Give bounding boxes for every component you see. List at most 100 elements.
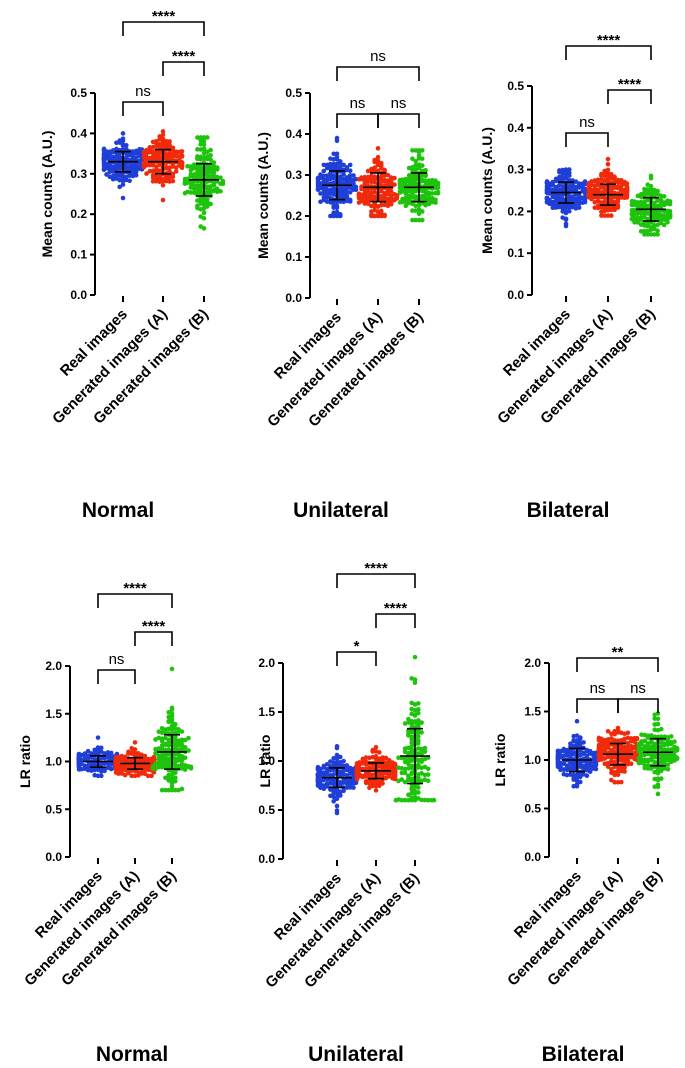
data-point <box>609 767 614 772</box>
data-point <box>416 701 421 706</box>
y-tick-label: 0.2 <box>70 207 87 221</box>
data-point <box>419 730 424 735</box>
data-point <box>182 755 188 760</box>
data-point <box>170 145 176 151</box>
data-point <box>127 173 132 179</box>
data-point <box>167 151 172 156</box>
y-tick-label: 0.1 <box>70 248 87 262</box>
data-point <box>568 765 573 771</box>
data-point <box>642 228 647 234</box>
data-point <box>169 666 175 672</box>
data-point <box>573 188 579 193</box>
data-point <box>129 764 134 770</box>
data-point <box>571 733 576 739</box>
data-point <box>169 787 175 793</box>
data-point <box>365 168 371 174</box>
data-point <box>416 734 421 739</box>
data-point <box>133 169 139 174</box>
data-point <box>431 797 437 803</box>
data-point <box>652 712 657 718</box>
data-point <box>185 163 190 169</box>
data-point <box>618 184 624 189</box>
data-point <box>635 193 641 199</box>
data-point <box>365 201 371 207</box>
data-point <box>655 188 660 194</box>
data-point <box>164 138 169 144</box>
y-tick-label: 0.0 <box>524 850 541 864</box>
y-tick-label: 0.2 <box>507 204 524 218</box>
data-point <box>393 797 399 803</box>
y-tick-label: 0.0 <box>258 852 275 866</box>
data-point <box>567 167 572 172</box>
data-point <box>420 156 425 161</box>
data-point <box>173 169 179 174</box>
data-point <box>186 748 191 753</box>
data-point <box>576 205 582 210</box>
data-point <box>615 205 621 210</box>
data-point <box>413 148 419 153</box>
data-point <box>605 743 611 748</box>
data-point <box>410 177 415 182</box>
data-point <box>388 201 394 207</box>
data-point <box>409 744 415 749</box>
data-point <box>413 203 419 209</box>
y-tick-label: 0.5 <box>258 803 275 817</box>
data-point <box>665 747 671 752</box>
data-point <box>388 189 394 194</box>
data-point <box>198 214 203 219</box>
data-point <box>120 131 126 136</box>
data-point <box>182 180 188 185</box>
data-point <box>195 205 200 211</box>
data-point <box>413 177 419 182</box>
significance-bracket <box>97 593 173 608</box>
data-point <box>582 196 588 202</box>
y-axis-label: LR ratio <box>17 735 33 788</box>
data-point <box>402 755 408 761</box>
data-point <box>638 222 644 227</box>
significance-bracket <box>162 61 205 76</box>
y-axis-label: Mean counts (A.U.) <box>255 132 271 259</box>
y-tick-label: 0.5 <box>524 802 541 816</box>
data-point <box>618 188 624 193</box>
data-point <box>341 768 346 773</box>
data-point <box>328 787 333 792</box>
data-point <box>331 211 337 216</box>
data-point <box>659 768 664 774</box>
data-point <box>205 196 210 202</box>
data-point <box>95 735 101 740</box>
panel-title: Normal <box>96 1043 168 1066</box>
data-point <box>561 771 567 777</box>
y-tick-label: 0.0 <box>507 288 524 302</box>
data-point <box>385 196 391 202</box>
data-point <box>612 780 617 785</box>
data-point <box>568 761 573 766</box>
data-point <box>392 182 397 187</box>
data-point <box>668 734 674 739</box>
data-point <box>619 744 624 750</box>
data-point <box>160 129 166 134</box>
data-point <box>413 162 419 168</box>
data-point <box>658 217 664 223</box>
data-point <box>392 197 397 203</box>
data-point <box>85 748 91 754</box>
data-point <box>652 784 657 790</box>
data-point <box>365 198 371 203</box>
significance-bracket <box>336 66 420 81</box>
data-point <box>655 228 660 234</box>
data-point <box>354 761 360 766</box>
series-points <box>393 654 437 803</box>
data-point <box>142 757 148 762</box>
data-point <box>188 764 194 770</box>
y-tick-label: 1.5 <box>258 705 275 719</box>
series-points <box>150 666 194 793</box>
data-point <box>544 188 550 193</box>
data-point <box>396 778 401 784</box>
data-point <box>612 207 617 213</box>
data-point <box>578 735 583 740</box>
data-point <box>596 736 602 742</box>
data-point <box>182 767 188 772</box>
data-point <box>198 147 203 152</box>
data-point <box>406 728 411 733</box>
significance-bracket <box>565 132 609 147</box>
